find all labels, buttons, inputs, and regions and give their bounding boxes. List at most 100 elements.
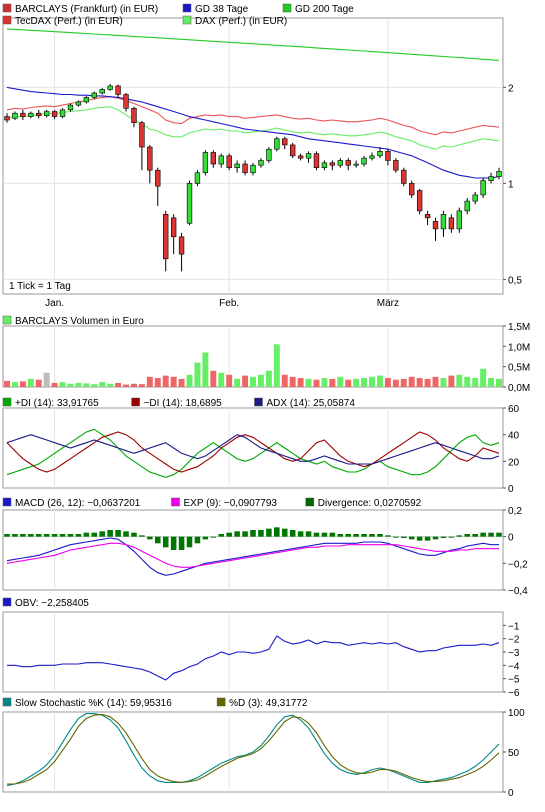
candle-body [305,153,312,159]
divergence-bar-12 [99,531,106,537]
candle-body [99,89,105,94]
legend-swatch [2,697,12,707]
tick-note: 1 Tick = 1 Tag [9,281,71,292]
legend-swatch [2,315,12,325]
volume-bar-40 [321,378,328,387]
divergence-bar-1 [12,534,18,537]
candle-60 [480,177,486,198]
volume-bar-44 [353,378,360,387]
divergence-bar-40 [321,532,328,537]
candle-50 [401,167,407,187]
candle-body [123,94,129,109]
y-tick-label: 50 [508,748,520,759]
legend-label: MACD (26, 12): −0,0637201 [15,498,141,509]
divergence-bar-45 [361,534,367,537]
volume-bar-49 [392,379,399,387]
candle-41 [329,160,336,171]
candle-body [385,151,391,161]
volume-bar-57 [456,374,463,387]
candle-17 [139,120,145,171]
volume-bar-18 [146,376,153,387]
divergence-bar-44 [353,534,359,537]
divergence-bar-51 [408,536,415,540]
candle-20 [163,210,169,272]
candle-27 [218,153,224,168]
candle-19 [155,167,161,206]
legend-0: BARCLAYS (Frankfurt) (in EUR) GD 38 Tage G… [2,3,354,27]
dax-line [6,106,500,150]
legend-label: Slow Stochastic %K (14): 59,95316 [15,698,172,709]
y-tick-label: 1,0M [508,342,530,353]
legend-label: BARCLAYS (Frankfurt) (in EUR) [15,4,158,15]
volume-bar-32 [257,374,264,387]
divergence-bar-17 [139,535,145,537]
divergence-bar-2 [20,534,26,537]
candle-44 [353,160,359,168]
volume-bar-8 [67,383,74,387]
divergence-bar-42 [337,534,344,537]
y-tick-label: 0 [508,533,514,544]
y-tick-label: 60 [508,404,520,415]
volume-bar-20 [162,375,169,387]
y-tick-label: −3 [508,648,520,659]
legend-label: Divergence: 0,0270592 [318,498,422,509]
y-tick-label: 1 [508,179,514,190]
volume-bar-11 [91,384,98,387]
candle-21 [170,214,177,255]
candle-body [282,138,288,146]
candle-48 [385,149,391,166]
legend-5: Slow Stochastic %K (14): 59,95316 %D (3):… [2,697,308,709]
volume-bar-26 [210,370,217,387]
divergence-bar-32 [258,530,264,537]
candle-29 [234,160,240,173]
volume-bar-16 [130,383,137,387]
divergence-bar-49 [393,536,399,538]
divergence-bar-28 [226,532,232,537]
divergence-bar-30 [242,531,248,537]
candle-body [115,85,121,95]
legend-label: GD 38 Tage [195,4,249,15]
divergence-bar-52 [416,536,423,541]
candle-body [297,155,304,159]
candle-38 [305,151,312,163]
legend-label: DAX (Perf.) (in EUR) [195,16,287,27]
legend-label: BARCLAYS Volumen in Euro [15,316,144,327]
candle-body [202,152,209,174]
volume-bar-24 [194,362,201,387]
volume-bar-52 [416,378,423,387]
candle-body [329,162,336,166]
legend-label: EXP (9): −0,0907793 [184,498,278,509]
candle-body [472,194,478,202]
candle-11 [91,91,97,99]
divergence-bar-0 [4,534,10,537]
candle-32 [258,158,264,168]
candle-body [131,107,137,123]
candle-57 [456,207,463,233]
y-tick-label: −0,4 [508,586,528,597]
candle-body [210,152,217,165]
candle-51 [409,180,415,198]
stoch-line-0 [6,713,500,787]
volume-bar-33 [265,370,272,387]
divergence-bar-35 [281,528,288,537]
divergence-bar-16 [131,532,137,537]
divergence-bar-62 [496,532,502,537]
legend-label: +DI (14): 33,91765 [15,398,99,409]
y-tick-label: 1,5M [508,322,530,333]
dmi-line-1 [6,431,500,473]
candle-body [274,138,280,150]
stoch-line-1 [7,713,500,785]
volume-bar-6 [51,382,58,387]
divergence-bar-33 [266,528,272,537]
divergence-bar-23 [186,536,193,548]
candle-body [393,160,399,171]
candle-body [43,111,50,117]
volume-bar-0 [4,380,10,387]
divergence-bar-21 [170,536,177,550]
volume-bar-5 [43,372,50,387]
candle-16 [131,106,137,128]
y-tick-label: −4 [508,661,520,672]
volume-bar-2 [19,381,26,387]
legend-label: TecDAX (Perf.) (in EUR) [15,16,123,27]
